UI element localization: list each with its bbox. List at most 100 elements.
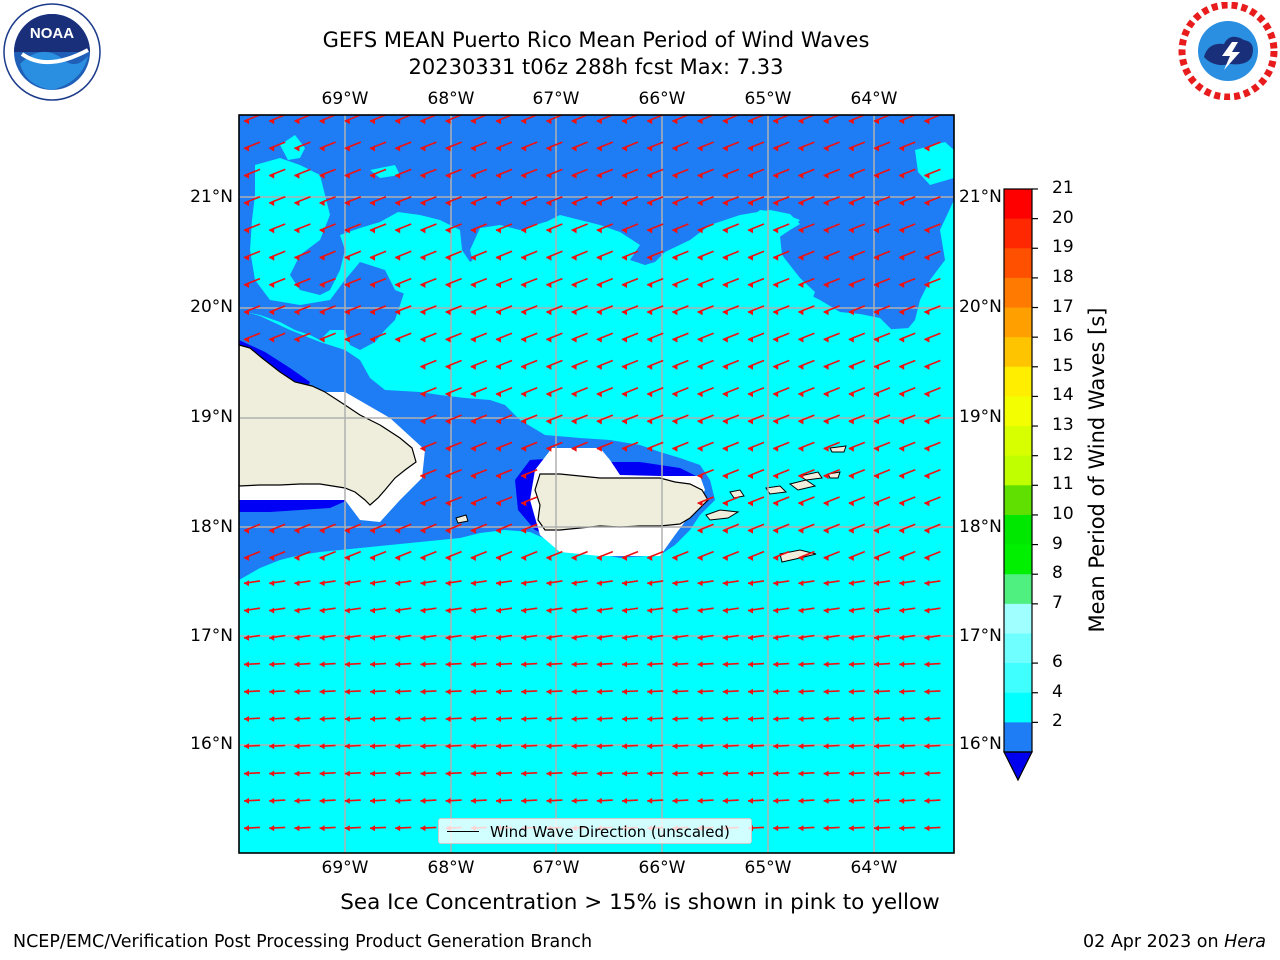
wind-wave-arrowhead — [521, 770, 527, 777]
wind-wave-arrowhead — [773, 688, 779, 695]
wind-wave-arrowhead — [521, 445, 527, 452]
wind-wave-arrowhead — [748, 473, 753, 480]
wind-wave-arrowhead — [722, 555, 728, 561]
wind-wave-arrowhead — [874, 607, 879, 614]
wind-wave-arrowhead — [269, 336, 275, 343]
wind-wave-arrowhead — [344, 607, 350, 614]
wind-wave-arrowhead — [773, 634, 779, 641]
wind-wave-arrowhead — [798, 797, 804, 804]
wind-wave-arrowhead — [874, 825, 879, 832]
wind-wave-arrowhead — [647, 172, 653, 179]
wind-wave-arrowhead — [823, 200, 829, 207]
wind-wave-arrowhead — [470, 716, 476, 722]
wind-wave-arrowhead — [697, 445, 703, 452]
wind-wave-arrowhead — [269, 118, 275, 125]
wind-wave-arrowhead — [571, 770, 577, 777]
wind-wave-arrowhead — [496, 363, 501, 370]
wind-wave-arrowhead — [647, 688, 653, 695]
wind-wave-arrowhead — [798, 227, 804, 234]
wind-wave-arrowhead — [521, 797, 527, 804]
wind-wave-arrowhead — [924, 527, 930, 534]
wind-wave-arrowhead — [722, 200, 728, 207]
wind-wave-arrowhead — [672, 743, 678, 750]
wind-wave-arrowhead — [445, 363, 451, 370]
wind-wave-arrowhead — [269, 825, 275, 832]
colorbar-band — [1004, 396, 1032, 427]
wind-wave-arrowhead — [798, 661, 804, 668]
wind-wave-arrowhead — [496, 500, 501, 507]
wind-wave-arrowhead — [521, 227, 527, 234]
wind-wave-arrowhead — [722, 634, 728, 641]
wind-wave-arrowhead — [773, 500, 779, 507]
wind-wave-arrowhead — [596, 418, 602, 425]
wind-wave-arrowhead — [496, 580, 501, 587]
footer-right-text: 02 Apr 2023 on Hera — [1083, 932, 1266, 952]
wind-wave-arrowhead — [445, 200, 451, 207]
wind-wave-arrowhead — [420, 580, 426, 587]
wind-wave-arrowhead — [521, 200, 527, 207]
wind-wave-arrowhead — [546, 227, 552, 234]
wind-wave-arrowhead — [445, 743, 451, 750]
wind-wave-arrowhead — [370, 770, 375, 777]
wind-wave-arrowhead — [344, 172, 350, 179]
colorbar-band — [1004, 663, 1032, 694]
wind-wave-arrowhead — [823, 145, 829, 152]
wind-wave-arrowhead — [647, 580, 653, 587]
wind-wave-arrowhead — [445, 473, 451, 480]
wind-wave-arrowhead — [672, 309, 678, 316]
wind-wave-arrowhead — [596, 336, 602, 343]
wind-wave-arrowhead — [672, 580, 678, 587]
lat-tick-left-19n: 19°N — [190, 407, 233, 427]
wind-wave-arrowhead — [899, 363, 905, 370]
wind-wave-arrowhead — [596, 309, 602, 316]
wind-wave-arrowhead — [823, 580, 829, 587]
wind-wave-arrowhead — [319, 797, 325, 804]
colorbar-band — [1004, 544, 1032, 575]
wind-wave-arrowhead — [269, 607, 275, 614]
wind-wave-arrowhead — [722, 770, 728, 777]
wind-wave-arrowhead — [823, 363, 829, 370]
wind-wave-arrowhead — [722, 743, 728, 750]
wind-wave-arrowhead — [748, 418, 753, 425]
wind-wave-arrowhead — [848, 172, 854, 179]
wind-wave-arrowhead — [420, 527, 426, 534]
colorbar-tick-label: 14 — [1052, 385, 1074, 406]
wind-wave-arrowhead — [899, 661, 905, 668]
wind-wave-arrowhead — [899, 527, 905, 534]
wind-wave-arrowhead — [647, 336, 653, 343]
colorbar-tick-label: 12 — [1052, 444, 1074, 465]
wind-wave-arrowhead — [697, 418, 703, 425]
wind-wave-arrowhead — [874, 363, 879, 370]
wind-wave-arrowhead — [672, 555, 678, 561]
wind-wave-arrowhead — [874, 309, 879, 316]
wind-wave-arrowhead — [798, 418, 804, 425]
wind-wave-arrowhead — [798, 118, 804, 125]
chart-subtitle: 20230331 t06z 288h fcst Max: 7.33 — [408, 55, 784, 79]
wind-wave-arrowhead — [244, 716, 249, 722]
lat-tick-left-18n: 18°N — [190, 517, 233, 537]
wind-wave-arrowhead — [319, 607, 325, 614]
wind-wave-arrowhead — [571, 445, 577, 452]
wind-wave-arrowhead — [546, 445, 552, 452]
wind-wave-arrowhead — [924, 743, 930, 750]
wind-wave-arrowhead — [773, 473, 779, 480]
wind-wave-arrowhead — [395, 716, 401, 722]
wind-wave-arrowhead — [848, 527, 854, 534]
wind-wave-arrowhead — [848, 282, 854, 288]
wind-wave-arrowhead — [546, 716, 552, 722]
colorbar — [1003, 188, 1038, 782]
wind-wave-arrowhead — [596, 391, 602, 398]
wind-wave-arrowhead — [722, 797, 728, 804]
wind-wave-arrowhead — [874, 473, 879, 480]
wind-wave-arrowhead — [344, 336, 350, 343]
wind-wave-arrowhead — [319, 825, 325, 832]
wind-wave-arrowhead — [319, 282, 325, 288]
wind-wave-arrowhead — [244, 145, 249, 152]
lat-tick-right-18n: 18°N — [959, 517, 1002, 537]
sea-ice-note: Sea Ice Concentration > 15% is shown in … — [340, 890, 940, 915]
wind-wave-arrowhead — [445, 418, 451, 425]
wind-wave-arrowhead — [596, 363, 602, 370]
wind-wave-arrowhead — [899, 473, 905, 480]
wind-wave-arrowhead — [546, 254, 552, 261]
